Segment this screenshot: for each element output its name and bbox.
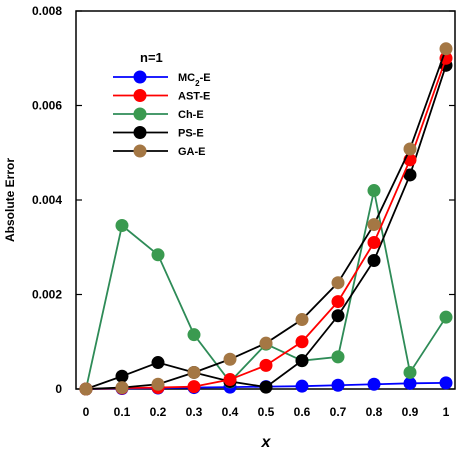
axis-ticks: 0 0.1 0.2 0.3 0.4 0.5 0.6 0.7 0.8 0.9 1 0 0.002 0.004… xyxy=(32,4,455,419)
x-tick-label: 0.2 xyxy=(150,405,167,419)
legend: n=1 MC2-E AST-E Ch-E PS-E GA-E xyxy=(113,50,211,158)
data-point xyxy=(367,253,381,267)
data-point xyxy=(295,379,309,393)
data-point xyxy=(187,365,201,379)
data-point xyxy=(187,380,201,394)
data-point xyxy=(403,376,417,390)
x-tick-label: 0.1 xyxy=(114,405,131,419)
x-tick-label: 0.8 xyxy=(366,405,383,419)
data-point xyxy=(259,358,273,372)
data-point xyxy=(367,218,381,232)
data-point xyxy=(367,184,381,198)
data-point xyxy=(259,336,273,350)
y-tick-label: 0.004 xyxy=(32,193,62,207)
x-tick-label: 0.5 xyxy=(258,405,275,419)
legend-swatch-marker xyxy=(133,89,147,102)
data-point xyxy=(115,369,129,383)
data-point xyxy=(115,381,129,395)
data-point xyxy=(331,276,345,290)
y-tick-label: 0.008 xyxy=(32,4,62,18)
data-point xyxy=(331,295,345,309)
x-tick-label: 0.6 xyxy=(294,405,311,419)
y-tick-label: 0.006 xyxy=(32,99,62,113)
legend-swatch-marker xyxy=(133,70,147,84)
data-point xyxy=(151,248,165,262)
y-axis-title: Absolute Error xyxy=(3,158,17,242)
legend-item: PS-E xyxy=(113,126,204,140)
legend-label: AST-E xyxy=(178,91,210,103)
data-point xyxy=(331,309,345,323)
data-point xyxy=(223,373,237,387)
data-point xyxy=(439,310,453,324)
y-tick-label: 0.002 xyxy=(32,288,62,302)
data-point xyxy=(403,142,417,156)
x-tick-label: 0.3 xyxy=(186,405,203,419)
data-point xyxy=(187,328,201,342)
legend-label: GA-E xyxy=(178,146,206,158)
data-point xyxy=(295,313,309,327)
data-point xyxy=(439,51,453,65)
legend-title: n=1 xyxy=(140,50,163,65)
data-point xyxy=(223,352,237,366)
x-tick-label: 1 xyxy=(443,405,450,419)
y-tick-label: 0 xyxy=(55,382,62,396)
data-point xyxy=(439,42,453,56)
legend-swatch-marker xyxy=(133,126,147,139)
legend-item: Ch-E xyxy=(113,107,204,121)
legend-item: AST-E xyxy=(113,89,210,103)
series-layer xyxy=(79,42,453,396)
data-point xyxy=(79,382,93,396)
x-tick-label: 0.4 xyxy=(222,405,239,419)
legend-label: PS-E xyxy=(178,128,204,140)
x-axis-title: x xyxy=(261,434,272,451)
legend-label: MC2-E xyxy=(178,72,211,88)
data-point xyxy=(295,354,309,368)
data-point xyxy=(151,377,165,391)
data-point xyxy=(295,335,309,349)
x-tick-label: 0.9 xyxy=(402,405,419,419)
data-point xyxy=(439,376,453,390)
data-point xyxy=(115,219,129,233)
legend-label: Ch-E xyxy=(178,109,204,121)
data-point xyxy=(151,356,165,370)
data-point xyxy=(367,377,381,391)
data-point xyxy=(259,380,273,394)
legend-swatch-marker xyxy=(133,144,147,158)
legend-item: GA-E xyxy=(113,144,206,158)
x-tick-label: 0 xyxy=(83,405,90,419)
data-point xyxy=(331,350,345,364)
legend-swatch-marker xyxy=(133,107,147,121)
data-point xyxy=(403,365,417,379)
x-tick-label: 0.7 xyxy=(330,405,347,419)
data-point xyxy=(367,236,381,250)
series-ga-e xyxy=(79,42,453,396)
plot-frame xyxy=(75,10,456,390)
data-point xyxy=(403,168,417,182)
legend-item: MC2-E xyxy=(113,70,211,88)
data-point xyxy=(331,378,345,392)
